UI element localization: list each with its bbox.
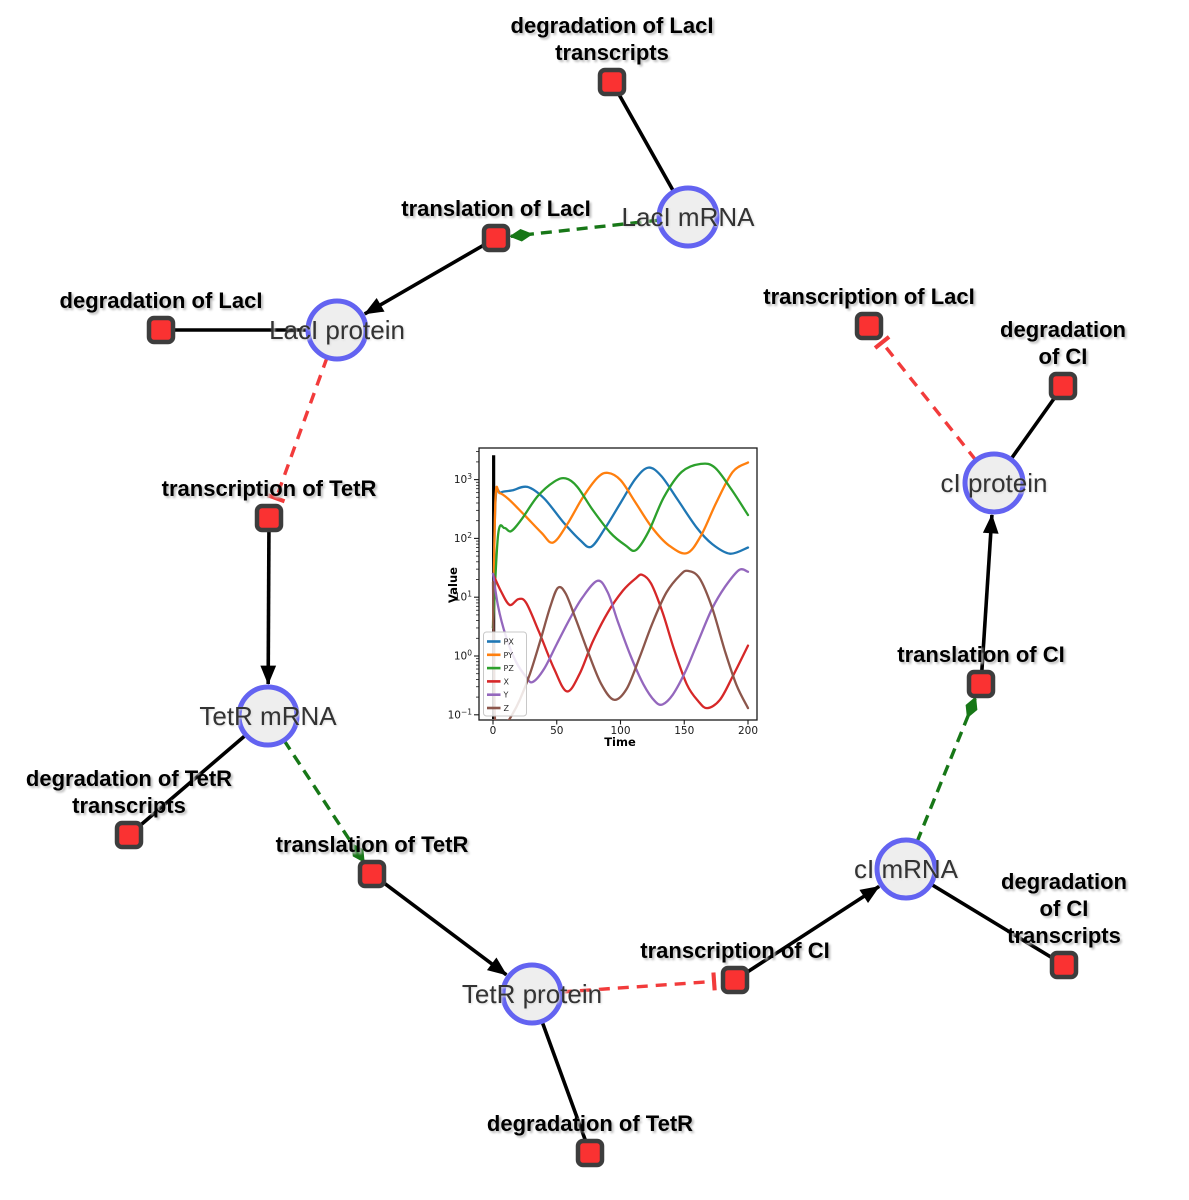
x-tick-label: 0 (490, 725, 497, 737)
x-axis-label: Time (604, 735, 636, 749)
edge-product-transl-cI-to-cI-protein (979, 514, 999, 685)
y-tick-label: 103 (454, 472, 472, 486)
edge-inhibition-tetR-protein-to-txn-cI (560, 972, 717, 994)
y-tick-label: 10−1 (448, 707, 473, 721)
legend-label-PZ: PZ (504, 664, 515, 673)
species-node-cI-mRNA[interactable] (874, 837, 938, 901)
species-node-tetR-mRNA[interactable] (236, 684, 300, 748)
reaction-node-deg-cI[interactable] (1048, 371, 1078, 401)
legend-label-PY: PY (504, 651, 514, 660)
simulation-plot-inset: 0 50 100 150 200 10−1 100 101 102 103 PX PY PZ X Y Z T… (445, 428, 775, 758)
edge-product-transl-lacI-to-lacI-protein (363, 236, 497, 316)
nodes-layer (114, 67, 1079, 1168)
legend-label-Z: Z (504, 704, 510, 713)
plot-legend: PX PY PZ XYZ (483, 631, 527, 717)
series-line-PX (491, 466, 750, 630)
x-tick-label: 50 (550, 725, 563, 737)
reaction-node-txn-lacI[interactable] (854, 311, 884, 341)
series-line-PY (491, 461, 750, 630)
x-tick-label: 200 (738, 725, 758, 737)
reaction-node-deg-tetR-transcripts[interactable] (114, 820, 144, 850)
reaction-node-txn-tetR[interactable] (254, 503, 284, 533)
reaction-node-txn-cI[interactable] (720, 965, 750, 995)
reaction-node-deg-lacI-transcripts[interactable] (597, 67, 627, 97)
species-node-tetR-protein[interactable] (500, 962, 564, 1026)
edge-product-txn-tetR-to-tetR-mRNA (260, 517, 277, 685)
edge-modifier-cI-mRNA-to-transl-cI (915, 696, 978, 843)
edge-modifier-lacI-mRNA-to-transl-lacI (509, 218, 660, 242)
series-line-X (491, 572, 750, 710)
y-tick-label: 100 (454, 649, 472, 663)
reaction-node-transl-lacI[interactable] (481, 223, 511, 253)
x-tick-label: 100 (610, 725, 630, 737)
species-node-lacI-mRNA[interactable] (656, 185, 720, 249)
reaction-node-transl-cI[interactable] (966, 669, 996, 699)
edge-modifier-tetR-mRNA-to-transl-tetR (282, 739, 366, 863)
edge-product-transl-tetR-to-tetR-protein (370, 872, 508, 977)
y-axis-label: Value (446, 567, 460, 603)
edge-inhibition-lacI-protein-to-txn-tetR (267, 356, 329, 504)
legend-label-Y: Y (503, 691, 509, 700)
legend-label-X: X (504, 677, 510, 686)
x-tick-label: 150 (674, 725, 694, 737)
edge-inhibition-cI-protein-to-txn-lacI (873, 335, 978, 462)
reaction-node-deg-cI-transcripts[interactable] (1049, 950, 1079, 980)
series-line-PZ (491, 462, 750, 630)
legend-label-PX: PX (504, 638, 515, 647)
species-node-lacI-protein[interactable] (305, 298, 369, 362)
y-tick-label: 102 (454, 531, 472, 545)
reaction-node-deg-lacI[interactable] (146, 315, 176, 345)
reaction-node-deg-tetR[interactable] (575, 1138, 605, 1168)
edge-product-txn-cI-to-cI-mRNA (734, 884, 881, 982)
reaction-node-transl-tetR[interactable] (357, 859, 387, 889)
species-node-cI-protein[interactable] (962, 451, 1026, 515)
